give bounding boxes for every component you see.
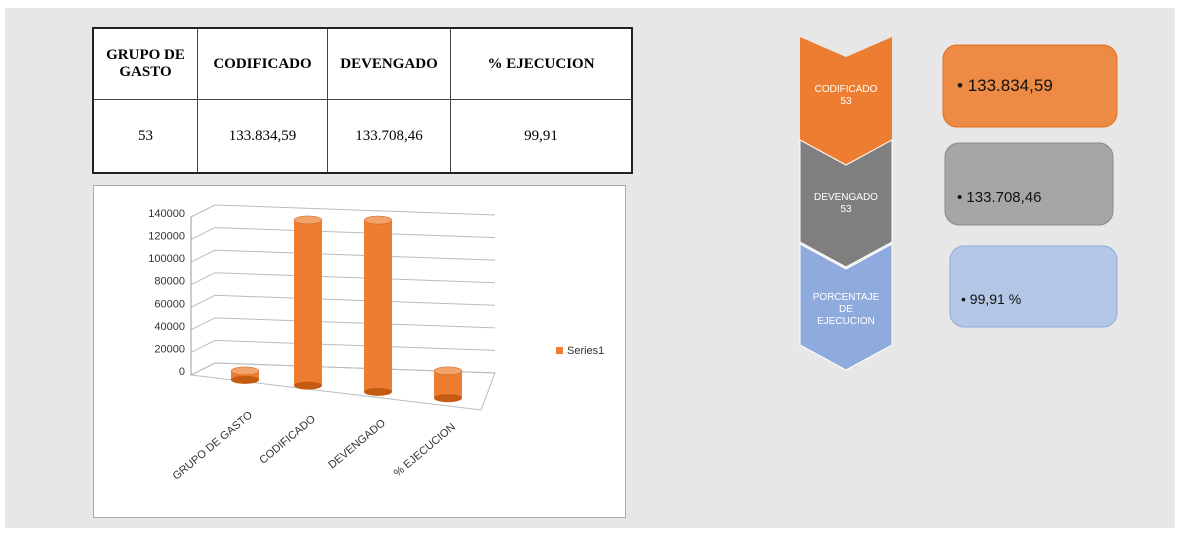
budget-table: GRUPO DE GASTO CODIFICADO DEVENGADO % EJ… (92, 27, 633, 174)
chevron-label: PORCENTAJE DE EJECUCION (812, 292, 880, 327)
chevron-label: CODIFICADO 53 (814, 84, 878, 107)
bar-bottom (231, 375, 259, 384)
bar-body (231, 370, 259, 380)
bar-bottom (294, 381, 322, 390)
bar-body (434, 370, 462, 399)
grid-line (190, 362, 496, 376)
grid-line (190, 249, 496, 263)
y-tick-label: 60000 (154, 298, 185, 310)
grid-line (190, 294, 496, 308)
cell: 99,91 (450, 99, 633, 174)
grid-line (190, 339, 496, 353)
bar-top (230, 366, 260, 376)
header-cell: DEVENGADO (327, 27, 451, 100)
legend-label: Series1 (567, 345, 604, 357)
y-tick-label: 40000 (154, 321, 185, 333)
cell: 133.834,59 (197, 99, 328, 174)
header-cell: % EJECUCION (450, 27, 633, 100)
bar-body (294, 219, 322, 386)
box-value: 133.834,59 (957, 76, 1053, 96)
chevron-label: DEVENGADO 53 (814, 192, 878, 215)
bar-top (293, 215, 323, 225)
grid-line (190, 227, 496, 241)
y-tick-label: 140000 (148, 208, 185, 220)
y-tick-label: 80000 (154, 276, 185, 288)
bar (433, 366, 463, 403)
bar (363, 215, 393, 396)
grid-line (190, 317, 496, 331)
legend-swatch (556, 347, 563, 354)
y-tick-label: 0 (179, 366, 185, 378)
box-value: 99,91 % (961, 291, 1021, 307)
bar-top (363, 215, 393, 225)
y-tick-label: 120000 (148, 231, 185, 243)
bar-top (433, 366, 463, 376)
chart-frame (93, 185, 626, 518)
grid-line (190, 204, 496, 218)
bar-bottom (434, 394, 462, 403)
header-cell: CODIFICADO (197, 27, 328, 100)
bar-bottom (364, 387, 392, 396)
box-value: 133.708,46 (957, 189, 1041, 206)
bar-body (364, 220, 392, 392)
bar (230, 366, 260, 384)
chart: 020000400006000080000100000120000140000G… (93, 185, 626, 518)
grid-line (190, 272, 496, 286)
cell: 53 (92, 99, 198, 174)
y-tick-label: 20000 (154, 343, 185, 355)
header-cell: GRUPO DE GASTO (92, 27, 198, 100)
cell: 133.708,46 (327, 99, 451, 174)
bar (293, 215, 323, 390)
y-tick-label: 100000 (148, 253, 185, 265)
